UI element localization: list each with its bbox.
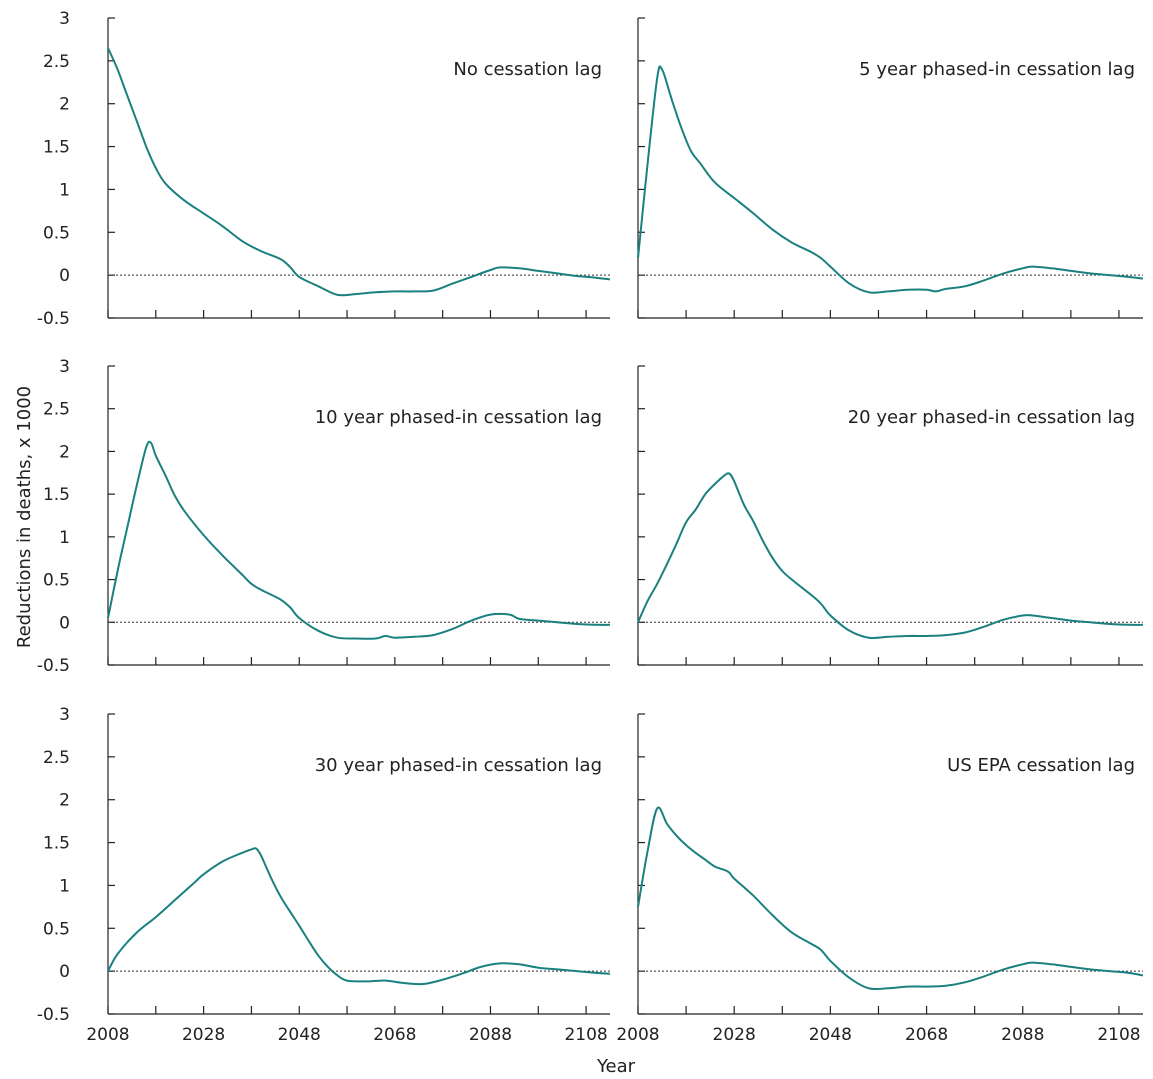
y-tick-label: 1 bbox=[59, 180, 70, 200]
y-tick-label: 0.5 bbox=[43, 223, 70, 243]
panel-title: 5 year phased-in cessation lag bbox=[859, 59, 1135, 80]
x-tick-label: 2028 bbox=[182, 1025, 225, 1045]
series-line bbox=[637, 806, 1144, 991]
y-tick-label: 2 bbox=[59, 791, 70, 811]
x-tick-label: 2108 bbox=[564, 1025, 607, 1045]
y-tick-label: 2.5 bbox=[43, 400, 70, 420]
y-tick-label: 1 bbox=[59, 876, 70, 896]
series-line bbox=[637, 472, 1144, 640]
y-tick-label: 2 bbox=[59, 95, 70, 115]
y-tick-label: 2.5 bbox=[43, 748, 70, 768]
x-tick-label: 2088 bbox=[469, 1025, 512, 1045]
panel-title: 30 year phased-in cessation lag bbox=[315, 755, 602, 776]
y-tick-label: 0 bbox=[59, 613, 70, 633]
chart-panels: 3 2.5 2 1.5 1 0.5 0 -0.5 No cessation lag 5 year … bbox=[37, 9, 1144, 1045]
chart-panel-3: 3 2.5 2 1.5 1 0.5 0 -0.5 10 year phased-in cessa… bbox=[37, 357, 611, 676]
y-tick-label: 1.5 bbox=[43, 834, 70, 854]
x-tick-label: 2048 bbox=[278, 1025, 321, 1045]
series-line bbox=[107, 847, 611, 986]
y-tick-label: 1.5 bbox=[43, 485, 70, 505]
x-tick-label: 2008 bbox=[616, 1025, 659, 1045]
x-tick-label: 2048 bbox=[809, 1025, 852, 1045]
chart-panel-4: 20 year phased-in cessation lag bbox=[637, 365, 1144, 666]
chart-panel-6: 2008 2028 2048 2068 2088 2108 US EPA cessation… bbox=[616, 713, 1144, 1045]
y-tick-label: 2.5 bbox=[43, 52, 70, 72]
x-tick-label: 2028 bbox=[713, 1025, 756, 1045]
chart-panel-5: 3 2.5 2 1.5 1 0.5 0 -0.5 2008 2028 2048 2068 2088 210… bbox=[37, 705, 611, 1045]
y-tick-label: -0.5 bbox=[37, 309, 70, 329]
y-tick-label: -0.5 bbox=[37, 656, 70, 676]
y-tick-label: 0 bbox=[59, 962, 70, 982]
panel-title: 20 year phased-in cessation lag bbox=[848, 407, 1135, 428]
x-tick-label: 2068 bbox=[373, 1025, 416, 1045]
y-tick-label: 0 bbox=[59, 266, 70, 286]
series-line bbox=[637, 65, 1144, 294]
panel-title: No cessation lag bbox=[453, 59, 602, 80]
panel-title: 10 year phased-in cessation lag bbox=[315, 407, 602, 428]
y-tick-label: -0.5 bbox=[37, 1005, 70, 1025]
chart-panel-1: 3 2.5 2 1.5 1 0.5 0 -0.5 No cessation lag bbox=[37, 9, 611, 329]
y-tick-label: 3 bbox=[59, 705, 70, 725]
y-tick-label: 3 bbox=[59, 9, 70, 29]
y-tick-label: 1.5 bbox=[43, 138, 70, 158]
y-tick-label: 0.5 bbox=[43, 571, 70, 591]
y-tick-label: 0.5 bbox=[43, 919, 70, 939]
y-axis-title: Reductions in deaths, x 1000 bbox=[14, 386, 35, 648]
x-tick-label: 2068 bbox=[905, 1025, 948, 1045]
y-tick-label: 3 bbox=[59, 357, 70, 377]
x-tick-label: 2088 bbox=[1001, 1025, 1044, 1045]
panel-title: US EPA cessation lag bbox=[947, 755, 1135, 776]
x-tick-label: 2008 bbox=[86, 1025, 129, 1045]
y-tick-label: 1 bbox=[59, 528, 70, 548]
series-line bbox=[107, 440, 611, 640]
x-tick-label: 2108 bbox=[1097, 1025, 1140, 1045]
y-tick-label: 2 bbox=[59, 442, 70, 462]
x-axis-title: Year bbox=[596, 1056, 636, 1077]
chart-panel-2: 5 year phased-in cessation lag bbox=[637, 17, 1144, 319]
series-line bbox=[107, 47, 611, 297]
